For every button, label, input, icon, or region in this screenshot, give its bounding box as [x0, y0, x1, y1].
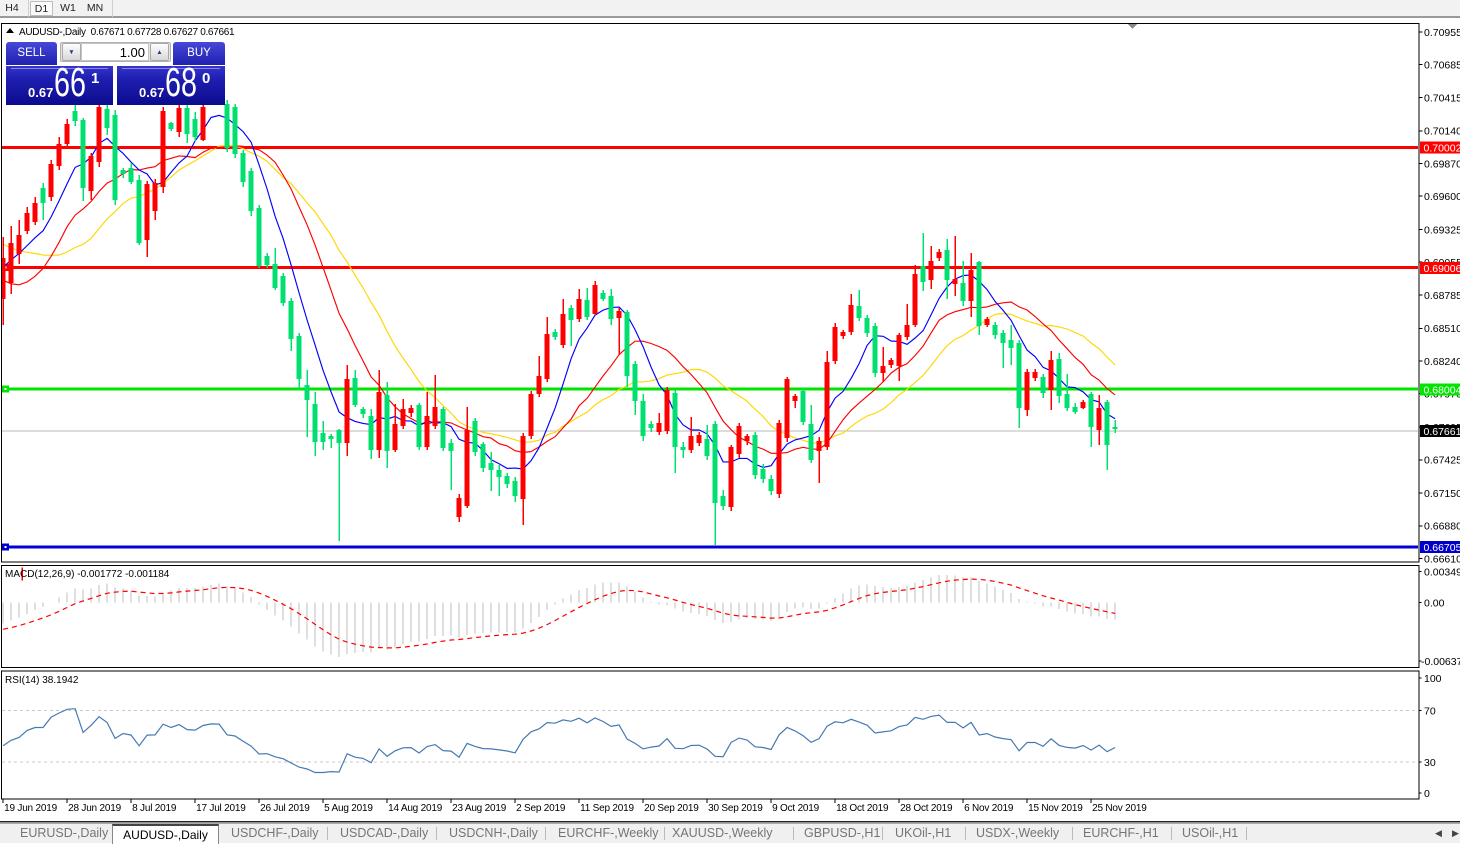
svg-text:0.67150: 0.67150 [1424, 488, 1460, 500]
svg-text:0.68510: 0.68510 [1424, 323, 1460, 335]
svg-text:100: 100 [1424, 673, 1442, 685]
svg-text:0.68785: 0.68785 [1424, 290, 1460, 302]
svg-text:0.00349: 0.00349 [1424, 567, 1460, 579]
svg-text:19 Jun 2019: 19 Jun 2019 [4, 803, 57, 814]
svg-text:70: 70 [1424, 705, 1436, 717]
svg-text:23 Aug 2019: 23 Aug 2019 [452, 803, 507, 814]
svg-text:8 Jul 2019: 8 Jul 2019 [132, 803, 177, 814]
svg-text:0: 0 [1424, 788, 1430, 800]
svg-text:RSI(14) 38.1942: RSI(14) 38.1942 [5, 675, 79, 686]
svg-text:0.67661: 0.67661 [1424, 426, 1460, 438]
svg-text:26 Jul 2019: 26 Jul 2019 [260, 803, 310, 814]
svg-text:0.69870: 0.69870 [1424, 158, 1460, 170]
svg-text:-0.00637: -0.00637 [1421, 656, 1460, 668]
svg-text:0.70140: 0.70140 [1424, 126, 1460, 138]
svg-text:2 Sep 2019: 2 Sep 2019 [516, 803, 566, 814]
svg-text:MACD(12,26,9) -0.001772 -0.001: MACD(12,26,9) -0.001772 -0.001184 [5, 569, 170, 580]
svg-text:25 Nov 2019: 25 Nov 2019 [1092, 803, 1147, 814]
svg-text:5 Aug 2019: 5 Aug 2019 [324, 803, 373, 814]
svg-text:6 Nov 2019: 6 Nov 2019 [964, 803, 1014, 814]
svg-text:0.66705: 0.66705 [1424, 542, 1460, 554]
svg-text:0.67425: 0.67425 [1424, 455, 1460, 467]
svg-text:0.66880: 0.66880 [1424, 521, 1460, 533]
svg-text:0.69600: 0.69600 [1424, 191, 1460, 203]
svg-text:0.70685: 0.70685 [1424, 60, 1460, 72]
svg-text:28 Oct 2019: 28 Oct 2019 [900, 803, 953, 814]
svg-text:0.70002: 0.70002 [1424, 143, 1460, 155]
svg-text:14 Aug 2019: 14 Aug 2019 [388, 803, 443, 814]
svg-text:28 Jun 2019: 28 Jun 2019 [68, 803, 121, 814]
svg-text:30 Sep 2019: 30 Sep 2019 [708, 803, 763, 814]
svg-text:30: 30 [1424, 757, 1436, 769]
svg-text:0.66610: 0.66610 [1424, 553, 1460, 565]
svg-text:0.00: 0.00 [1424, 598, 1445, 610]
svg-text:0.69325: 0.69325 [1424, 224, 1460, 236]
svg-text:20 Sep 2019: 20 Sep 2019 [644, 803, 699, 814]
svg-text:0.69006: 0.69006 [1424, 263, 1460, 275]
svg-text:18 Oct 2019: 18 Oct 2019 [836, 803, 889, 814]
svg-text:0.68004: 0.68004 [1424, 385, 1460, 397]
svg-text:11 Sep 2019: 11 Sep 2019 [580, 803, 634, 814]
svg-text:15 Nov 2019: 15 Nov 2019 [1028, 803, 1083, 814]
svg-text:0.68240: 0.68240 [1424, 356, 1460, 368]
svg-text:17 Jul 2019: 17 Jul 2019 [196, 803, 246, 814]
svg-text:9 Oct 2019: 9 Oct 2019 [772, 803, 820, 814]
svg-text:0.70955: 0.70955 [1424, 27, 1460, 39]
svg-text:0.70415: 0.70415 [1424, 92, 1460, 104]
